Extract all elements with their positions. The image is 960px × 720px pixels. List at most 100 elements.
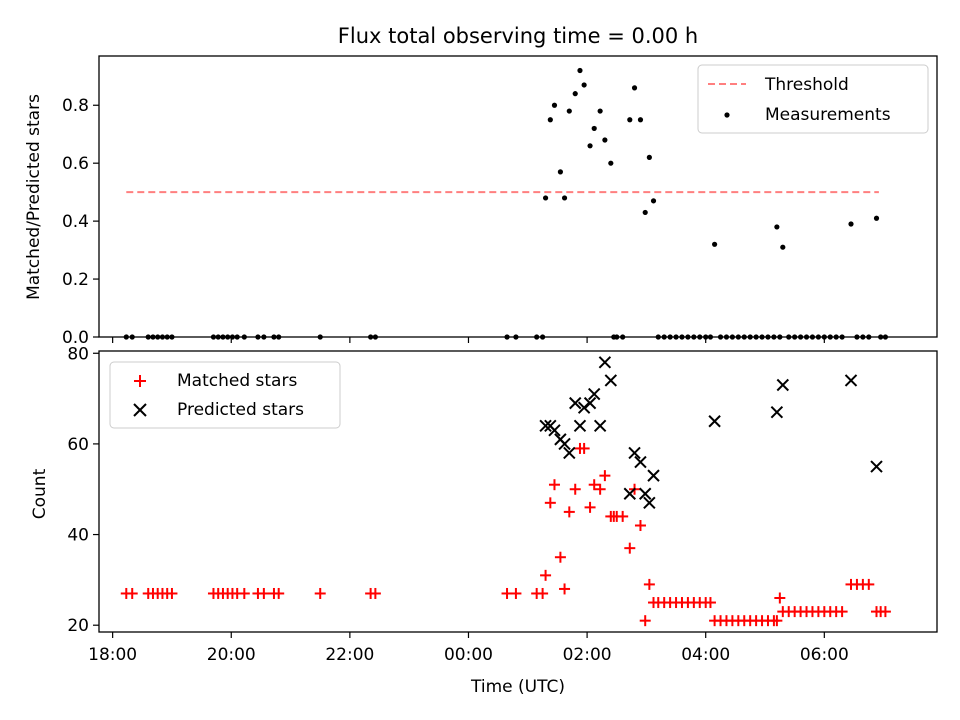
measurement-point [551, 102, 558, 108]
measurement-point [637, 117, 644, 123]
top-y-tick-label: 0.6 [62, 154, 89, 174]
bottom-legend-box [109, 361, 341, 429]
matched-star-marker [643, 578, 655, 590]
matched-star-marker [704, 597, 716, 609]
predicted-star-marker [604, 374, 618, 387]
matched-star-marker [559, 583, 571, 595]
bottom-y-axis-label: Count [30, 468, 50, 519]
top-panel: 0.00.20.40.60.8 Matched/Predicted stars … [24, 55, 938, 348]
bottom-plot-area [120, 356, 891, 627]
measurement-point [587, 143, 593, 149]
x-tick-label: 02:00 [563, 645, 612, 665]
bottom-axes-frame [98, 350, 938, 633]
predicted-star-marker [598, 356, 612, 369]
top-y-tick-label: 0.2 [62, 270, 89, 290]
measurement-point [642, 209, 648, 216]
predicted-star-marker [708, 415, 721, 428]
x-tick-label: 20:00 [207, 645, 256, 665]
bottom-legend: Matched stars Predicted stars [109, 361, 341, 429]
measurement-point [561, 195, 568, 201]
predicted-star-marker [628, 446, 641, 460]
top-legend-box [697, 64, 929, 134]
measurement-point [774, 224, 780, 230]
top-y-axis-label: Matched/Predicted stars [24, 94, 44, 300]
predicted-star-marker [634, 455, 647, 469]
predicted-star-marker [623, 487, 636, 500]
predicted-star-marker [569, 396, 582, 410]
matched-star-marker [369, 587, 381, 599]
legend-threshold-label: Threshold [764, 75, 849, 95]
x-tick-label: 04:00 [681, 645, 730, 665]
top-y-tick-label: 0.4 [62, 212, 89, 232]
matched-star-marker [588, 479, 600, 491]
matched-star-marker [634, 519, 646, 531]
matched-star-marker [540, 569, 552, 581]
measurement-point [646, 154, 652, 160]
measurement-point [581, 82, 587, 88]
bottom-y-axis: 20 40 60 80 [67, 344, 99, 636]
predicted-star-marker [573, 419, 587, 432]
matched-star-marker [599, 470, 611, 482]
matched-star-marker [771, 615, 783, 627]
matched-star-marker [836, 606, 848, 618]
bottom-y-tick-label: 20 [67, 616, 89, 636]
matched-star-marker [563, 506, 575, 518]
predicted-star-marker [639, 487, 652, 500]
measurement-point [627, 117, 633, 123]
x-tick-label: 00:00 [444, 645, 493, 665]
measurement-point [873, 215, 880, 221]
top-y-axis: 0.0 0.2 0.4 0.6 0.8 [62, 96, 99, 348]
matched-star-marker [510, 587, 522, 599]
predicted-star-marker [539, 419, 552, 432]
matched-star-marker [544, 497, 556, 509]
measurement-point [566, 108, 572, 114]
predicted-star-marker [593, 419, 607, 432]
top-legend: Threshold Measurements [697, 64, 929, 134]
measurement-point [572, 91, 578, 97]
matched-star-marker [258, 587, 270, 599]
predicted-star-marker [870, 460, 883, 473]
predicted-star-marker [844, 374, 858, 387]
predicted-star-marker [563, 446, 576, 460]
matched-star-marker [273, 587, 285, 599]
matched-star-marker [569, 483, 581, 495]
matched-star-marker [594, 483, 606, 495]
matched-star-marker [548, 479, 560, 491]
bottom-y-tick-label: 40 [67, 526, 89, 546]
measurement-point [597, 108, 603, 114]
chart-title: Flux total observing time = 0.00 h [338, 24, 698, 48]
legend-matched-swatch [134, 375, 146, 387]
measurement-point [712, 241, 718, 247]
measurement-point [542, 195, 549, 201]
measurement-point [608, 160, 614, 166]
matched-star-marker [126, 587, 138, 599]
measurement-point [848, 221, 854, 227]
x-tick-label: 22:00 [325, 645, 374, 665]
measurement-point [557, 169, 564, 175]
matched-star-marker [639, 615, 651, 627]
predicted-star-marker [643, 496, 656, 510]
predicted-star-marker [558, 437, 571, 451]
legend-matched-label: Matched stars [177, 371, 297, 391]
x-axis-label: Time (UTC) [470, 677, 565, 697]
predicted-star-marker [776, 378, 790, 392]
x-tick-label: 18:00 [88, 645, 137, 665]
predicted-star-marker [548, 424, 561, 437]
matched-star-marker [617, 510, 629, 522]
matched-star-marker [578, 442, 590, 454]
predicted-star-marker [647, 469, 660, 482]
bottom-x-axis: 18:00 20:00 22:00 00:00 02:00 04:00 06:00 [88, 632, 849, 665]
predicted-star-marker [583, 396, 597, 410]
legend-predicted-swatch [133, 403, 147, 417]
top-x-ticks [112, 337, 825, 343]
bottom-y-tick-label: 60 [67, 435, 89, 455]
top-y-tick-label: 0.8 [62, 96, 89, 116]
legend-measurements-label: Measurements [765, 105, 891, 125]
measurement-point [650, 198, 657, 204]
legend-predicted-label: Predicted stars [177, 400, 304, 420]
matched-star-marker [879, 606, 891, 618]
matched-star-marker [774, 592, 786, 604]
bottom-y-tick-label: 80 [67, 344, 89, 364]
measurement-point [602, 137, 608, 143]
